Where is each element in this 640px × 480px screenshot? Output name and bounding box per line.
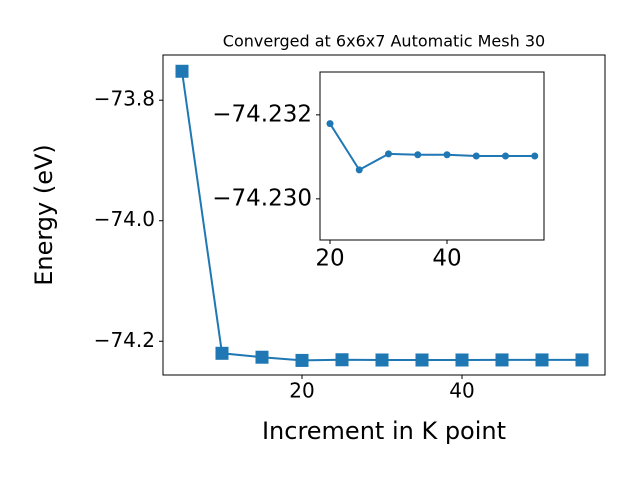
marker [455,353,469,367]
y-axis-label: Energy (eV) [30,144,58,286]
marker [443,151,451,159]
marker [414,151,422,159]
x-tick-label: 20 [315,245,344,271]
marker [335,353,349,367]
marker [531,152,539,160]
y-tick-label: −73.8 [94,87,155,111]
marker [215,346,229,360]
marker [575,353,589,367]
marker [175,64,189,78]
marker [535,353,549,367]
y-tick-label: −74.2 [94,328,155,352]
marker [502,152,510,160]
marker [375,353,389,367]
x-tick-label: 40 [432,245,461,271]
marker [255,350,269,364]
x-tick-label: 20 [289,379,314,403]
y-tick-label: −74.230 [212,185,312,211]
marker [326,120,334,128]
y-tick-label: −74.0 [94,207,155,231]
marker [415,353,429,367]
x-axis-label: Increment in K point [262,417,506,445]
x-tick-label: 40 [449,379,474,403]
data-line [329,123,535,172]
marker [295,353,309,367]
marker [355,166,363,174]
y-tick-label: −74.232 [212,101,312,127]
marker [495,353,509,367]
marker [472,152,480,160]
chart-title: Converged at 6x6x7 Automatic Mesh 30 [223,32,545,51]
marker [385,150,393,158]
